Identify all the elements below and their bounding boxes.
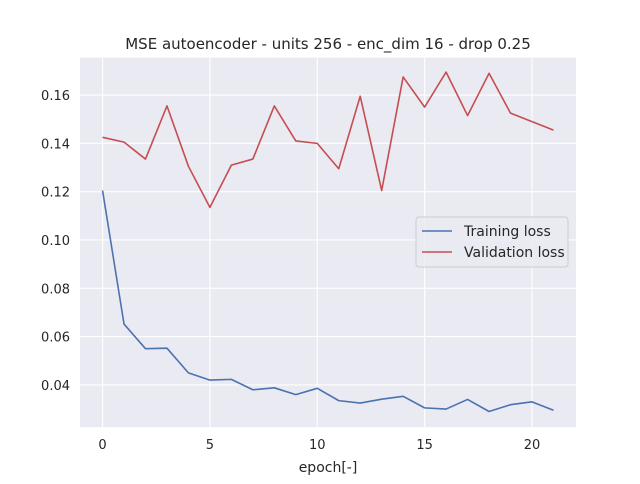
x-tick-label: 0 [98,438,106,453]
series-line-validation-loss [102,71,554,209]
legend: Training loss Validation loss [415,216,569,268]
legend-label-training-loss: Training loss [463,224,551,240]
legend-label-validation-loss: Validation loss [464,245,565,261]
x-tick-labels: 0 5 10 15 20 [98,438,540,453]
y-tick-labels: 0.04 0.06 0.08 0.10 0.12 0.14 0.16 [41,89,70,394]
y-tick-label: 0.14 [41,137,70,152]
x-tick-label: 10 [309,438,326,453]
legend-box [415,216,569,268]
y-tick-label: 0.06 [41,331,70,346]
x-tick-label: 15 [416,438,433,453]
y-tick-label: 0.12 [41,186,70,201]
y-tick-label: 0.10 [41,234,70,249]
x-axis-label: epoch[-] [299,460,358,476]
series-lines [101,71,554,413]
x-tick-label: 5 [206,438,214,453]
y-tick-label: 0.08 [41,282,70,297]
x-tick-label: 20 [524,438,541,453]
y-tick-label: 0.16 [41,89,70,104]
chart-title: MSE autoencoder - units 256 - enc_dim 16… [125,35,531,54]
y-gridlines [80,94,576,386]
y-tick-label: 0.04 [41,379,70,394]
series-line-training-loss [101,190,554,413]
